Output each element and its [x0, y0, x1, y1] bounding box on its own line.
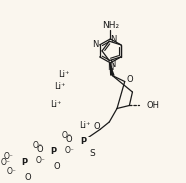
- Text: N: N: [110, 35, 116, 44]
- Text: O⁻: O⁻: [65, 146, 75, 155]
- Text: O: O: [94, 122, 100, 131]
- Text: O⁻: O⁻: [33, 141, 42, 150]
- Text: O⁻: O⁻: [0, 158, 10, 167]
- Text: O⁻: O⁻: [36, 156, 46, 165]
- Text: Li⁺: Li⁺: [58, 70, 70, 79]
- Text: O: O: [66, 135, 73, 144]
- Text: O: O: [127, 75, 133, 84]
- Text: OH: OH: [146, 101, 159, 110]
- Text: NH₂: NH₂: [102, 21, 119, 30]
- Text: O: O: [36, 145, 43, 154]
- Text: Li⁺: Li⁺: [54, 82, 65, 91]
- Text: N: N: [109, 60, 116, 69]
- Text: P: P: [51, 147, 57, 156]
- Text: N: N: [93, 40, 99, 49]
- Text: Li⁺: Li⁺: [51, 100, 62, 109]
- Text: O: O: [54, 162, 60, 171]
- Text: P: P: [80, 137, 86, 146]
- Text: O⁻: O⁻: [3, 152, 13, 161]
- Text: O: O: [24, 173, 31, 182]
- Text: O⁻: O⁻: [62, 131, 72, 140]
- Polygon shape: [109, 61, 115, 76]
- Text: O⁻: O⁻: [6, 167, 16, 176]
- Text: S: S: [89, 149, 95, 158]
- Text: Li⁺: Li⁺: [79, 121, 91, 130]
- Text: N: N: [107, 63, 113, 72]
- Text: P: P: [21, 158, 28, 167]
